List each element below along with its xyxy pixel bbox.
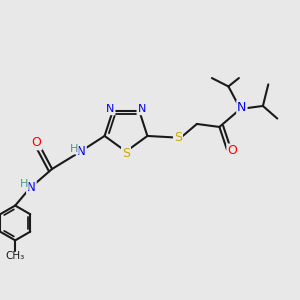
Text: O: O	[227, 145, 237, 158]
Text: CH₃: CH₃	[6, 251, 25, 261]
Text: N: N	[106, 104, 115, 114]
Text: N: N	[77, 145, 86, 158]
Text: S: S	[122, 147, 130, 160]
Text: N: N	[137, 104, 146, 114]
Text: H: H	[70, 144, 78, 154]
Text: O: O	[32, 136, 41, 149]
Text: S: S	[174, 131, 182, 144]
Text: N: N	[27, 181, 36, 194]
Text: N: N	[237, 101, 247, 114]
Text: H: H	[20, 179, 28, 189]
